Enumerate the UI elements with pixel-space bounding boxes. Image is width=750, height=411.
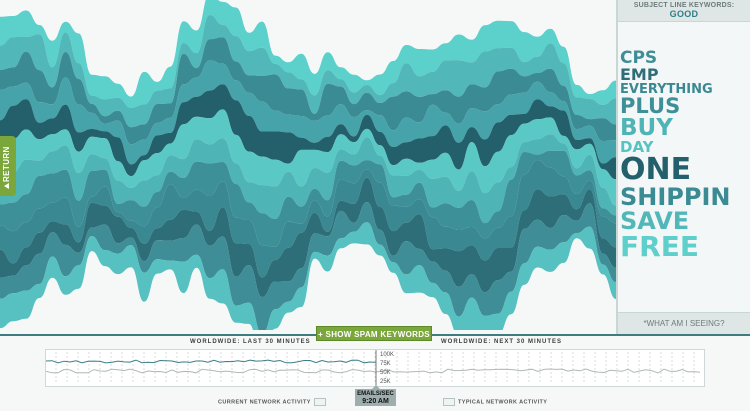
stream-layer[interactable] (0, 222, 616, 330)
worldwide-last-label: WORLDWIDE: LAST 30 MINUTES (190, 339, 311, 345)
network-activity-timeline[interactable] (45, 349, 705, 387)
stream-layer[interactable] (0, 134, 616, 224)
typical-activity-swatch-icon (443, 398, 455, 406)
emails-per-sec-label: EMAILS/SEC (357, 391, 394, 397)
keyword-item[interactable]: EVERYTHING (620, 83, 713, 96)
keyword-item[interactable]: CPS (620, 50, 658, 67)
legend-typical: TYPICAL NETWORK ACTIVITY (440, 398, 547, 406)
return-tab[interactable]: RETURN (0, 136, 16, 196)
stream-layer[interactable] (0, 15, 616, 128)
stream-layer[interactable] (0, 150, 616, 247)
scale-label-25k: 25K (380, 379, 391, 385)
stream-layer[interactable] (0, 60, 616, 165)
sidebar-heading: SUBJECT LINE KEYWORDS: (633, 2, 735, 9)
what-am-i-seeing-link[interactable]: *WHAT AM I SEEING? (618, 312, 750, 334)
worldwide-next-label: WORLDWIDE: NEXT 30 MINUTES (441, 339, 563, 345)
keyword-item[interactable]: EMP (620, 67, 659, 83)
stream-layer[interactable] (0, 109, 616, 206)
current-time-marker[interactable]: EMAILS/SEC 9:20 AM (355, 385, 396, 406)
sidebar-header: SUBJECT LINE KEYWORDS: GOOD (618, 0, 750, 22)
return-label: RETURN (2, 146, 11, 182)
keyword-list: CPS EMP EVERYTHING PLUS BUY DAY ONE SHIP… (618, 22, 750, 261)
stream-layer[interactable] (0, 177, 616, 297)
sidebar-category: GOOD (669, 9, 699, 19)
keyword-item[interactable]: PLUS (620, 96, 681, 117)
stream-layer[interactable] (0, 84, 616, 180)
keyword-item[interactable]: SHIPPIN (620, 185, 731, 209)
keyword-item[interactable]: FREE (620, 233, 699, 261)
typical-activity-line (46, 368, 701, 374)
stream-layer[interactable] (0, 202, 616, 330)
timeline-canvas (46, 350, 701, 386)
streamgraph-canvas[interactable] (0, 0, 616, 330)
keyword-sidebar: SUBJECT LINE KEYWORDS: GOOD CPS EMP EVER… (616, 0, 750, 334)
stream-layer[interactable] (0, 0, 616, 108)
keyword-streamgraph[interactable] (0, 0, 616, 330)
stream-layer[interactable] (0, 160, 616, 278)
keyword-item[interactable]: BUY (620, 117, 673, 140)
keyword-item[interactable]: DAY (620, 140, 654, 155)
left-arrow-icon (4, 183, 9, 189)
keyword-item[interactable]: ONE (620, 155, 692, 185)
legend-current: CURRENT NETWORK ACTIVITY (218, 398, 329, 406)
legend-typical-label: TYPICAL NETWORK ACTIVITY (458, 399, 548, 406)
current-activity-line (46, 359, 377, 364)
stream-layer[interactable] (0, 37, 616, 145)
current-activity-swatch-icon (313, 398, 326, 406)
scale-label-100k: 100K (380, 352, 395, 358)
show-spam-keywords-button[interactable]: + SHOW SPAM KEYWORDS (316, 326, 432, 341)
legend-current-label: CURRENT NETWORK ACTIVITY (218, 399, 311, 406)
keyword-item[interactable]: SAVE (620, 209, 690, 233)
current-time-value: 9:20 AM (362, 398, 389, 405)
scale-label-50k: 50K (380, 370, 391, 376)
scale-label-75k: 75K (380, 361, 391, 367)
